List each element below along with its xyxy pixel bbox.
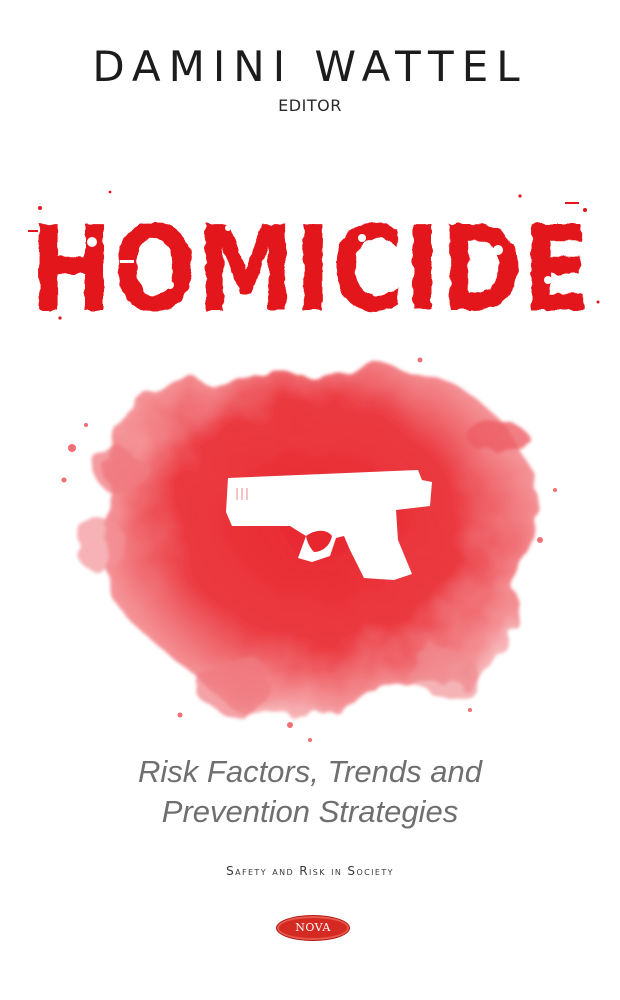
pistol-icon xyxy=(226,470,432,580)
splash-droplets xyxy=(61,357,557,742)
author-name: DAMINI WATTEL xyxy=(92,42,528,91)
subtitle-line-2: Prevention Strategies xyxy=(161,794,459,829)
subtitle-line-1: Risk Factors, Trends and xyxy=(138,754,482,789)
title-speckles xyxy=(28,190,600,320)
publisher-logo: NOVA xyxy=(276,915,350,941)
author-role: EDITOR xyxy=(278,96,342,115)
title-text: HOMICIDE xyxy=(30,200,590,330)
blood-splash xyxy=(61,357,557,742)
book-title: HOMICIDE xyxy=(28,190,600,330)
series-name: Safety and Risk in Society xyxy=(226,864,394,878)
